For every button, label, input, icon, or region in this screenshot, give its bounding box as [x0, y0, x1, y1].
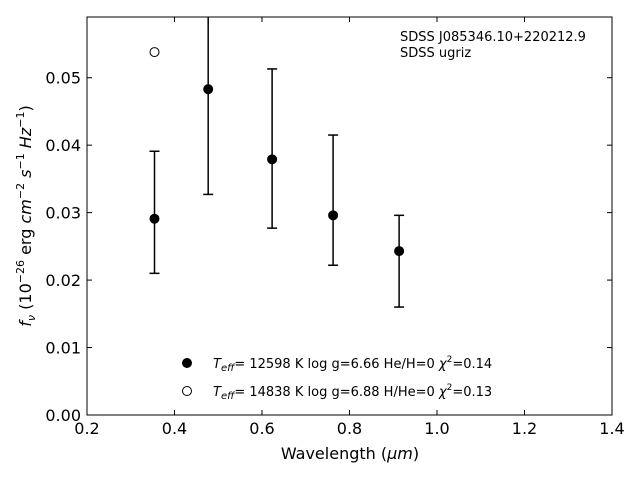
y-axis-title: fν (10−26 erg cm−2 s−1 Hz−1) [14, 105, 38, 326]
error-bars [149, 17, 405, 308]
legend-2-sub: eff [221, 391, 236, 402]
x-axis-title: Wavelength (μm) [281, 444, 419, 463]
y-title-exp4: −1 [14, 112, 27, 128]
legend-marker-filled [182, 358, 192, 368]
x-tick-label: 0.2 [74, 419, 99, 438]
model-point-open [149, 47, 160, 58]
legend-1-chi-exp: 2 [447, 355, 453, 365]
x-axis-title-main: Wavelength ( [281, 444, 387, 463]
legend-marker-open [182, 386, 192, 396]
y-title-mid: (10 [16, 283, 35, 315]
model-point-filled [267, 154, 278, 165]
y-tick-label: 0.04 [45, 136, 81, 155]
legend-1-sub: eff [221, 363, 236, 374]
x-tick-label: 1.2 [512, 419, 537, 438]
legend-2-chi-exp: 2 [447, 383, 453, 393]
y-title-hz: Hz [16, 127, 35, 153]
y-tick-label: 0.00 [45, 406, 81, 425]
legend-1-chi-val: =0.14 [452, 357, 492, 372]
y-title-s: s [16, 170, 35, 183]
y-title-exp3: −1 [14, 153, 27, 169]
y-title-close: ) [16, 105, 35, 111]
legend-2-rest: = 14838 K log g=6.88 H/He=0 [234, 385, 439, 400]
legend: Teff= 12598 K log g=6.66 He/H=0 χ2=0.14 … [182, 355, 492, 402]
x-axis-title-close: ) [413, 444, 419, 463]
legend-entry-2: Teff= 14838 K log g=6.88 H/He=0 χ2=0.13 [213, 383, 492, 402]
y-tick-label: 0.02 [45, 271, 81, 290]
x-axis-title-unit: μm [386, 444, 413, 463]
legend-1-rest: = 12598 K log g=6.66 He/H=0 [234, 357, 439, 372]
data-points [149, 47, 405, 257]
x-tick-label: 0.8 [337, 419, 362, 438]
annotation-photometry: SDSS ugriz [400, 46, 471, 61]
legend-entry-1: Teff= 12598 K log g=6.66 He/H=0 χ2=0.14 [213, 355, 492, 374]
model-point-filled [328, 210, 339, 221]
model-point-filled [394, 246, 405, 257]
annotation-object-name: SDSS J085346.10+220212.9 [400, 30, 586, 45]
y-axis-ticks: 0.00 0.01 0.02 0.03 0.04 0.05 [45, 69, 612, 425]
x-axis-ticks: 0.2 0.4 0.6 0.8 1.0 1.2 1.4 [74, 17, 625, 438]
legend-1-t: T [213, 357, 222, 372]
model-point-filled [203, 84, 214, 95]
y-tick-label: 0.03 [45, 204, 81, 223]
x-tick-label: 1.0 [424, 419, 449, 438]
y-title-erg: erg [16, 224, 35, 260]
x-tick-label: 0.4 [162, 419, 187, 438]
x-tick-label: 0.6 [249, 419, 274, 438]
y-title-cm: cm [16, 199, 35, 223]
legend-1-chi: χ [438, 357, 448, 372]
y-tick-label: 0.01 [45, 339, 81, 358]
x-tick-label: 1.4 [599, 419, 624, 438]
model-point-filled [149, 213, 160, 224]
plot-frame [86, 16, 613, 416]
legend-2-t: T [213, 385, 222, 400]
legend-2-chi: χ [438, 385, 448, 400]
y-title-f: f [16, 319, 35, 327]
y-title-exp1: −26 [14, 260, 27, 283]
y-title-exp2: −2 [14, 183, 27, 199]
y-title-nu: ν [25, 315, 38, 321]
y-tick-label: 0.05 [45, 69, 81, 88]
legend-2-chi-val: =0.13 [452, 385, 492, 400]
